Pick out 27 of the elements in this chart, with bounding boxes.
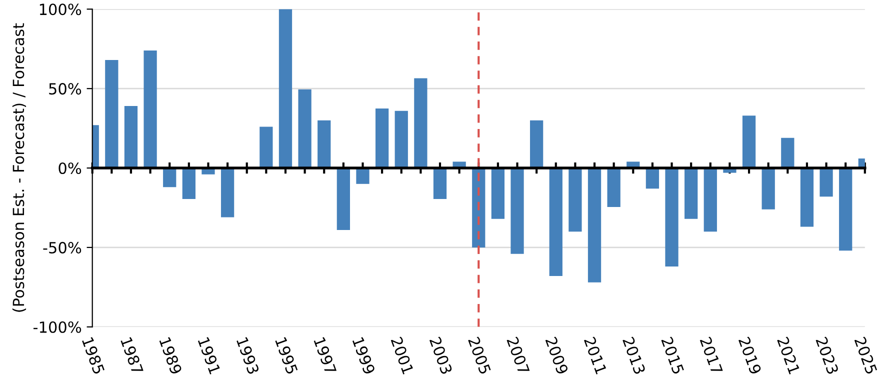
x-tick-label: 2019 xyxy=(738,336,762,375)
x-tick-label: 2011 xyxy=(584,336,608,374)
y-tick-label: -100% xyxy=(33,321,82,333)
x-tick-label: 2005 xyxy=(468,336,492,375)
x-tick-label: 2015 xyxy=(661,336,684,375)
x-tick-label: 1987 xyxy=(120,336,144,375)
x-tick-label: 2017 xyxy=(700,336,723,375)
x-tick-label: 2025 xyxy=(854,336,878,375)
x-tick-label: 2003 xyxy=(429,336,453,375)
x-tick-label: 2001 xyxy=(390,336,414,374)
x-tick-label: 1997 xyxy=(314,336,337,375)
y-tick-label: 100% xyxy=(40,4,82,16)
x-tick-label: 2013 xyxy=(622,336,646,375)
x-tick-label: 1991 xyxy=(198,336,221,374)
x-tick-label: 1985 xyxy=(82,336,105,375)
x-tick-label: 2021 xyxy=(776,336,800,374)
x-tick-label: 1999 xyxy=(352,336,376,375)
x-tick-label: 2007 xyxy=(506,336,530,375)
x-tick-label: 2023 xyxy=(816,336,839,375)
y-axis-title: (Postseason Est. - Forecast) / Forecast xyxy=(12,23,26,312)
y-tick-label: 0% xyxy=(58,162,82,174)
y-tick-label: 50% xyxy=(49,83,82,95)
x-tick-label: 1993 xyxy=(236,336,260,375)
x-tick-label: 1995 xyxy=(274,336,298,375)
y-tick-label: -50% xyxy=(43,242,82,254)
x-tick-label: 2009 xyxy=(545,336,569,375)
x-tick-label: 1989 xyxy=(159,336,182,375)
